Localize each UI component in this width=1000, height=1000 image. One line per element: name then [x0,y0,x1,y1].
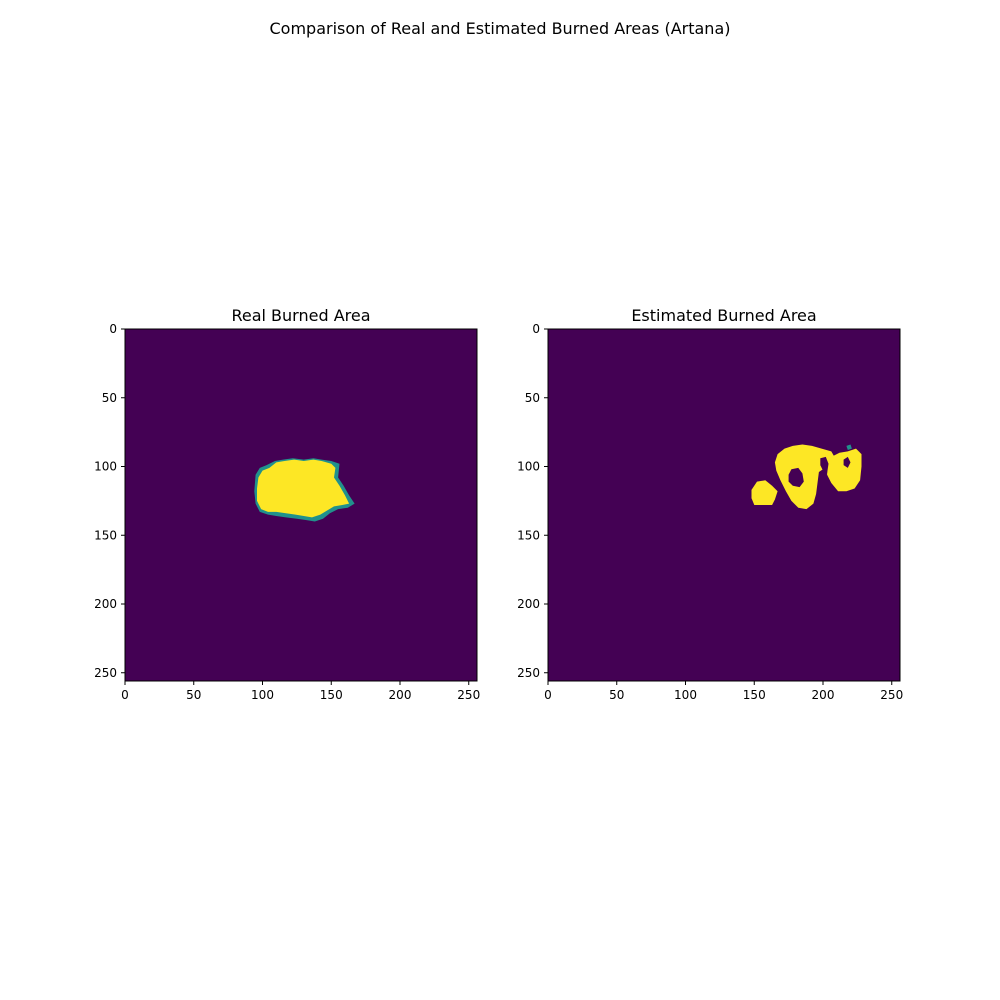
x-tick-label: 250 [880,688,903,702]
heatmap-background [548,329,900,681]
y-tick-label: 200 [94,597,117,611]
y-tick-label: 200 [517,597,540,611]
x-tick-label: 100 [251,688,274,702]
heatmap-real [124,328,478,682]
y-tick-label: 150 [94,528,117,542]
x-tick-label: 100 [674,688,697,702]
y-tick-label: 250 [94,666,117,680]
x-tick-label: 200 [812,688,835,702]
y-tick-label: 0 [109,322,117,336]
x-tick-label: 200 [389,688,412,702]
panel-real-burned-area: Real Burned Area 0 50 100 150 200 250 0 50 100 15… [94,306,480,702]
burned-region-0 [751,480,778,505]
ticks-real: 0 50 100 150 200 250 0 50 100 150 200 250 [94,322,480,702]
burned-region-1 [257,459,350,518]
x-tick-label: 50 [186,688,201,702]
x-tick-label: 250 [457,688,480,702]
burned-region-3 [788,467,804,488]
figure-suptitle: Comparison of Real and Estimated Burned … [270,19,731,38]
axes-frame [124,328,478,682]
panel-estimated-burned-area: Estimated Burned Area 0 50 100 150 200 250 0 50… [517,306,903,702]
y-tick-label: 100 [94,460,117,474]
x-tick-label: 0 [121,688,129,702]
y-tick-label: 150 [517,528,540,542]
burned-region-4 [820,456,829,474]
x-tick-label: 0 [544,688,552,702]
y-tick-label: 250 [517,666,540,680]
axes-frame [547,328,901,682]
heatmap-estimated [547,328,901,682]
x-tick-label: 150 [320,688,343,702]
panel-title-real: Real Burned Area [231,306,370,325]
y-tick-label: 50 [525,391,540,405]
ticks-estimated: 0 50 100 150 200 250 0 50 100 150 200 250 [517,322,903,702]
burned-region-5 [843,456,851,468]
x-tick-label: 150 [743,688,766,702]
y-tick-label: 0 [532,322,540,336]
burned-region-6 [846,444,852,450]
burned-region-2 [827,448,862,492]
y-tick-label: 50 [102,391,117,405]
panel-title-estimated: Estimated Burned Area [631,306,816,325]
x-tick-label: 50 [609,688,624,702]
y-tick-label: 100 [517,460,540,474]
